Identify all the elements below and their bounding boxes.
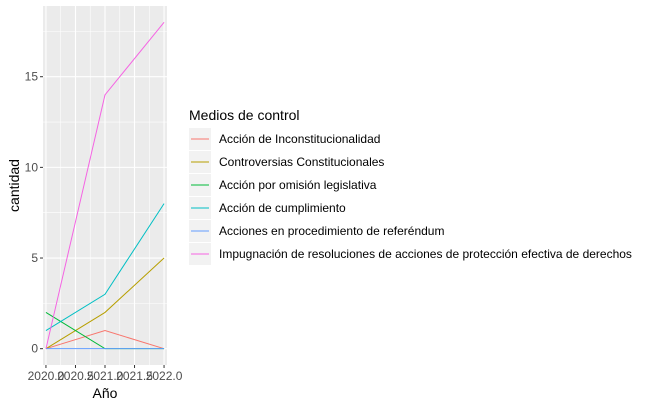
legend-label: Controversias Constitucionales xyxy=(219,155,384,169)
y-axis-title: cantidad xyxy=(6,159,22,212)
x-tick-label: 2021.0 xyxy=(87,369,124,383)
series-line-1 xyxy=(45,330,165,350)
y-tick-label: 10 xyxy=(25,160,39,174)
legend-label: Acciones en procedimiento de referéndum xyxy=(219,224,444,238)
series-line-6 xyxy=(45,22,165,349)
legend-label: Impugnación de resoluciones de acciones … xyxy=(219,247,632,261)
x-tick-label: 2022.0 xyxy=(146,369,183,383)
x-tick-label: 2021.5 xyxy=(116,369,153,383)
y-tick-label: 5 xyxy=(31,251,38,265)
legend-label: Acción de cumplimiento xyxy=(219,201,346,215)
legend-title: Medios de control xyxy=(189,107,300,123)
series-lines xyxy=(45,22,165,350)
legend-label: Acción por omisión legislativa xyxy=(219,178,377,192)
x-tick-label: 2020.0 xyxy=(28,369,65,383)
y-tick-label: 15 xyxy=(25,70,39,84)
x-tick-label: 2020.5 xyxy=(57,369,94,383)
series-line-2 xyxy=(45,257,165,350)
y-tick-label: 0 xyxy=(31,342,38,356)
legend-label: Acción de Inconstitucionalidad xyxy=(219,132,380,146)
series-line-4 xyxy=(45,203,165,331)
legend: Medios de control Acción de Inconstituci… xyxy=(189,107,632,265)
y-axis: 0 5 10 15 xyxy=(25,70,43,356)
x-axis-title: Año xyxy=(93,385,118,401)
